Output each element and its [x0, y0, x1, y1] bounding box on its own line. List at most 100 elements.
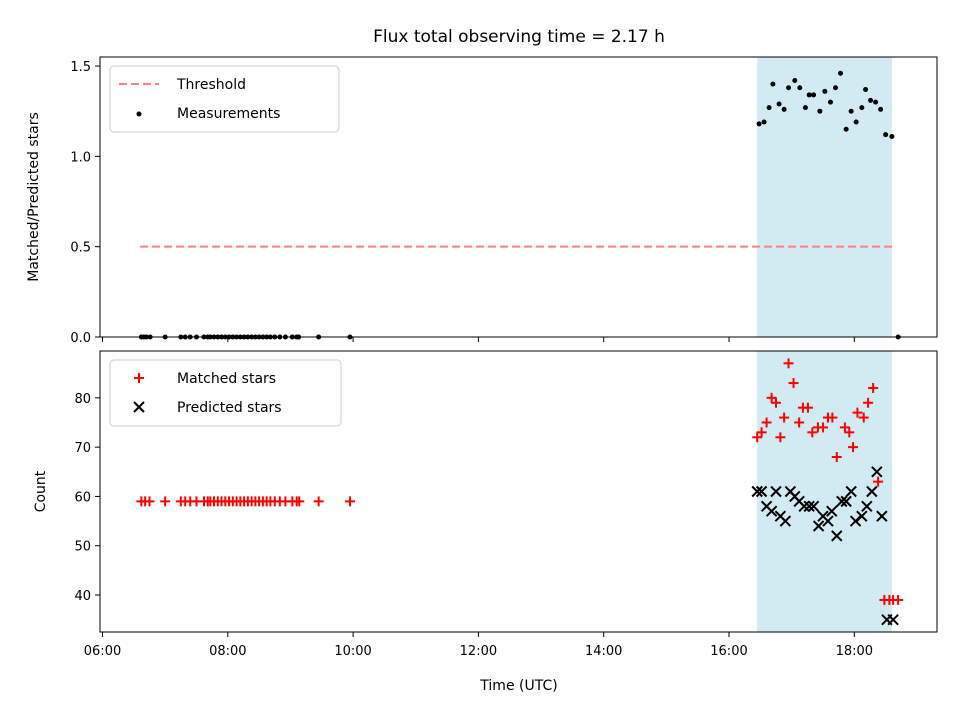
- x-tick-label: 10:00: [334, 644, 371, 659]
- y-axis-label: Count: [33, 470, 49, 512]
- predicted-star-point-b: [845, 485, 857, 498]
- predicted-star-point: [812, 520, 825, 532]
- measurement-point: [776, 101, 782, 107]
- matched-star-point: [844, 427, 855, 438]
- plot-frame: [99, 56, 938, 338]
- y-tick-label: 1.5: [70, 60, 91, 75]
- predicted-star-point: [765, 505, 778, 517]
- predicted-star-point: [836, 495, 848, 508]
- predicted-star-point: [840, 495, 852, 508]
- predicted-star-point-b: [861, 500, 873, 512]
- matched-star-point: [313, 496, 324, 507]
- legend-label: Predicted stars: [177, 400, 282, 416]
- measurement-point: [761, 119, 767, 125]
- predicted-star-point-b: [836, 495, 848, 508]
- predicted-star-point: [779, 515, 792, 527]
- predicted-star-point: [751, 485, 763, 498]
- matched-star-point: [344, 496, 355, 507]
- legend-box: [109, 359, 342, 427]
- y-tick-label: 0.5: [70, 241, 91, 256]
- predicted-star-point: [856, 510, 868, 522]
- measurement-point: [786, 85, 792, 91]
- predicted-star-point-b: [876, 510, 888, 522]
- matched-star-point: [863, 397, 874, 408]
- measurement-point: [817, 108, 823, 114]
- measurement-point: [843, 126, 849, 132]
- measurement-point: [859, 105, 865, 111]
- y-axis-label: Matched/Predicted stars: [26, 112, 42, 282]
- predicted-star-point-b: [831, 530, 843, 542]
- y-tick-label: 80: [74, 392, 91, 407]
- matched-star-point: [294, 496, 305, 507]
- matched-star-point: [839, 422, 850, 433]
- predicted-star-point: [826, 505, 838, 517]
- matched-star-point: [852, 407, 863, 418]
- matched-star-point: [144, 496, 155, 507]
- measurement-point: [770, 81, 776, 87]
- measurement-point: [822, 88, 828, 94]
- legend-label: Measurements: [177, 106, 280, 122]
- x-tick-label: 12:00: [460, 644, 497, 659]
- chart-title: Flux total observing time = 2.17 h: [373, 27, 665, 47]
- predicted-star-point-b: [770, 485, 782, 498]
- legend-label: Matched stars: [177, 371, 276, 387]
- predicted-star-point: [807, 500, 820, 512]
- predicted-star-point-b: [812, 520, 825, 532]
- measurement-point: [878, 106, 884, 112]
- matched-star-point: [756, 427, 767, 438]
- plot-frame: [99, 350, 938, 633]
- matched-star-point: [752, 432, 763, 443]
- count-panel: 06:00 08:00 10:00 12:00 14:00 16:00 18:00 40 50 6…: [33, 350, 938, 659]
- matched-star-point: [827, 412, 838, 423]
- legend: Matched stars Predicted stars: [109, 359, 342, 427]
- measurement-point: [873, 99, 879, 105]
- matched-star-point: [783, 358, 794, 369]
- x-tick-label: 16:00: [710, 644, 747, 659]
- y-tick-label: 60: [74, 490, 91, 505]
- matched-star-point: [802, 402, 813, 413]
- matched-star-point: [868, 382, 879, 393]
- predicted-star-point: [871, 466, 883, 478]
- legend-measurement-swatch: [136, 111, 142, 117]
- legend-box: [109, 65, 340, 133]
- predicted-star-point-b: [840, 495, 852, 508]
- legend-predicted-swatch-b: [133, 401, 145, 413]
- measurement-point: [811, 92, 817, 98]
- predicted-star-point-b: [856, 510, 868, 522]
- matched-star-point: [794, 417, 805, 428]
- y-tick-label: 70: [74, 441, 91, 456]
- matched-star-point: [779, 412, 790, 423]
- measurement-point: [802, 105, 808, 111]
- x-axis-label: Time (UTC): [479, 678, 557, 694]
- predicted-star-point: [845, 485, 857, 498]
- predicted-star-point: [866, 485, 878, 498]
- predicted-star-point: [755, 485, 768, 498]
- matched-star-point: [761, 417, 772, 428]
- measurement-point: [868, 97, 874, 103]
- predicted-star-point-b: [765, 505, 778, 517]
- y-tick-label: 1.0: [70, 150, 91, 165]
- matched-star-point: [848, 442, 859, 453]
- measurement-point: [797, 85, 803, 91]
- predicted-star-point-b: [871, 466, 883, 478]
- predicted-star-point: [876, 510, 888, 522]
- legend-matched-swatch: [134, 373, 144, 383]
- x-tick-label: 08:00: [209, 644, 246, 659]
- matched-star-point: [766, 392, 777, 403]
- measurement-point: [838, 70, 844, 76]
- predicted-star-point-b: [751, 485, 763, 498]
- predicted-star-point-b: [755, 485, 768, 498]
- matched-star-point: [858, 412, 869, 423]
- predicted-star-point: [831, 530, 843, 542]
- measurement-point: [756, 121, 762, 127]
- measurement-point: [883, 132, 889, 138]
- y-tick-label: 50: [74, 540, 91, 555]
- measurement-point: [806, 92, 812, 98]
- matched-star-point: [770, 397, 781, 408]
- predicted-star-point: [887, 613, 899, 626]
- predicted-star-point-b: [803, 500, 815, 512]
- predicted-star-point-b: [807, 500, 820, 512]
- x-tick-label: 06:00: [84, 644, 121, 659]
- predicted-star-point-b: [798, 500, 810, 512]
